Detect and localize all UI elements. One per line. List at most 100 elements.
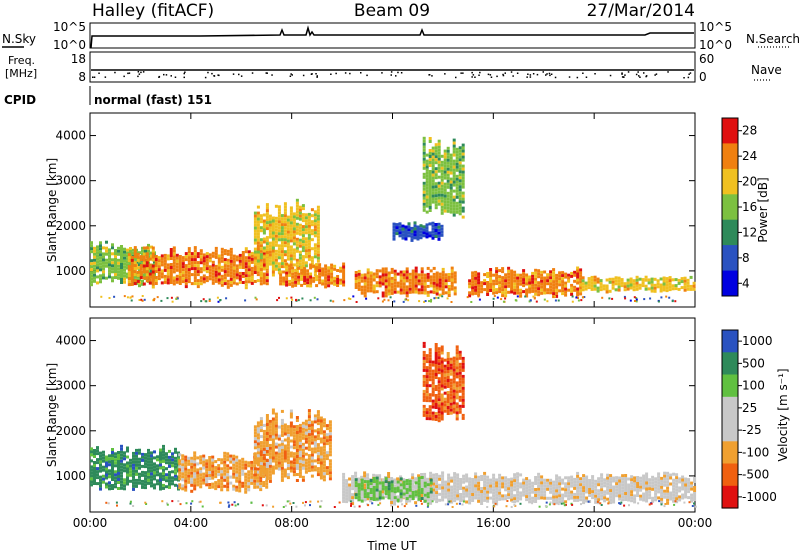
echo-cell: [286, 449, 290, 453]
echo-cell: [214, 246, 218, 250]
echo-cell: [322, 418, 326, 422]
echo-cell: [431, 155, 435, 159]
echo-cell: [425, 165, 429, 169]
echo-cell: [271, 408, 275, 412]
echo-cell: [96, 452, 99, 456]
echo-cell: [654, 483, 658, 487]
echo-cell: [681, 484, 685, 488]
echo-cell: [271, 420, 275, 424]
echo-cell: [414, 290, 418, 294]
echo-cell: [253, 455, 257, 459]
echo-cell: [123, 466, 126, 470]
echo-cell: [181, 259, 185, 263]
echo-cell: [159, 454, 162, 458]
echo-cell: [142, 282, 146, 286]
echo-cell: [393, 493, 397, 497]
echo-cell: [404, 234, 408, 238]
echo-cell: [277, 238, 281, 242]
echo-cell: [434, 223, 438, 226]
echo-cell: [413, 227, 417, 231]
echo-cell: [271, 225, 275, 229]
echo-cell: [301, 460, 305, 464]
echo-cell: [429, 490, 433, 494]
echo-cell: [429, 284, 433, 288]
echo-cell: [150, 469, 153, 473]
echo-cell: [301, 237, 305, 241]
echo-cell: [452, 171, 456, 175]
echo-cell: [282, 270, 286, 274]
echo-cell: [259, 229, 263, 233]
echo-cell: [289, 466, 293, 470]
echo-cell: [659, 277, 663, 281]
echo-cell: [262, 249, 266, 253]
echo-cell: [99, 466, 102, 470]
echo-cell: [441, 492, 445, 496]
echo-cell: [378, 278, 382, 282]
echo-cell: [419, 227, 423, 231]
echo-cell: [232, 269, 236, 273]
echo-cell: [635, 278, 639, 282]
echo-cell: [363, 495, 367, 499]
echo-cell: [525, 480, 529, 484]
echo-cell: [324, 273, 328, 277]
echo-cell: [259, 417, 263, 421]
echo-cell: [153, 462, 156, 466]
echo-cell: [141, 299, 144, 302]
echo-cell: [253, 238, 257, 242]
echo-cell: [223, 472, 227, 476]
echo-cell: [528, 500, 532, 504]
echo-cell: [648, 493, 652, 497]
echo-cell: [627, 486, 631, 490]
echo-cell: [304, 252, 308, 256]
echo-cell: [429, 275, 433, 279]
echo-cell: [310, 429, 314, 433]
echo-cell: [208, 477, 212, 480]
nave-dot: [240, 75, 243, 77]
echo-cell: [366, 277, 370, 281]
echo-cell: [504, 294, 508, 298]
echo-cell: [435, 292, 439, 296]
echo-cell: [480, 475, 484, 478]
echo-cell: [253, 217, 257, 221]
echo-cell: [468, 294, 472, 298]
echo-cell: [446, 167, 450, 171]
echo-cell: [597, 480, 601, 484]
echo-cell: [434, 155, 438, 159]
echo-cell: [434, 167, 438, 171]
echo-cell: [238, 277, 242, 281]
echo-cell: [431, 369, 435, 373]
echo-cell: [402, 270, 406, 274]
echo-cell: [443, 203, 447, 207]
echo-cell: [643, 298, 646, 301]
echo-cell: [319, 431, 323, 435]
echo-cell: [280, 442, 284, 446]
echo-cell: [99, 247, 102, 251]
echo-cell: [283, 223, 287, 227]
echo-cell: [160, 260, 164, 264]
echo-cell: [292, 215, 296, 219]
echo-cell: [283, 450, 287, 454]
echo-cell: [449, 168, 453, 172]
echo-cell: [570, 481, 574, 485]
echo-cell: [434, 173, 438, 177]
echo-cell: [265, 429, 269, 432]
echo-cell: [401, 233, 405, 237]
echo-cell: [431, 167, 435, 171]
echo-cell: [141, 473, 144, 477]
echo-cell: [294, 283, 298, 287]
echo-cell: [428, 203, 432, 206]
echo-cell: [232, 463, 236, 467]
echo-cell: [440, 408, 444, 412]
echo-cell: [390, 480, 394, 484]
echo-cell: [316, 235, 320, 239]
echo-cell: [474, 493, 478, 497]
echo-cell: [295, 204, 299, 208]
echo-cell: [130, 279, 134, 283]
echo-cell: [531, 481, 535, 485]
echo-cell: [425, 375, 429, 379]
echo-cell: [99, 253, 102, 257]
echo-cell: [564, 500, 568, 504]
echo-cell: [634, 300, 636, 302]
echo-cell: [422, 377, 426, 381]
echo-cell: [525, 279, 529, 283]
